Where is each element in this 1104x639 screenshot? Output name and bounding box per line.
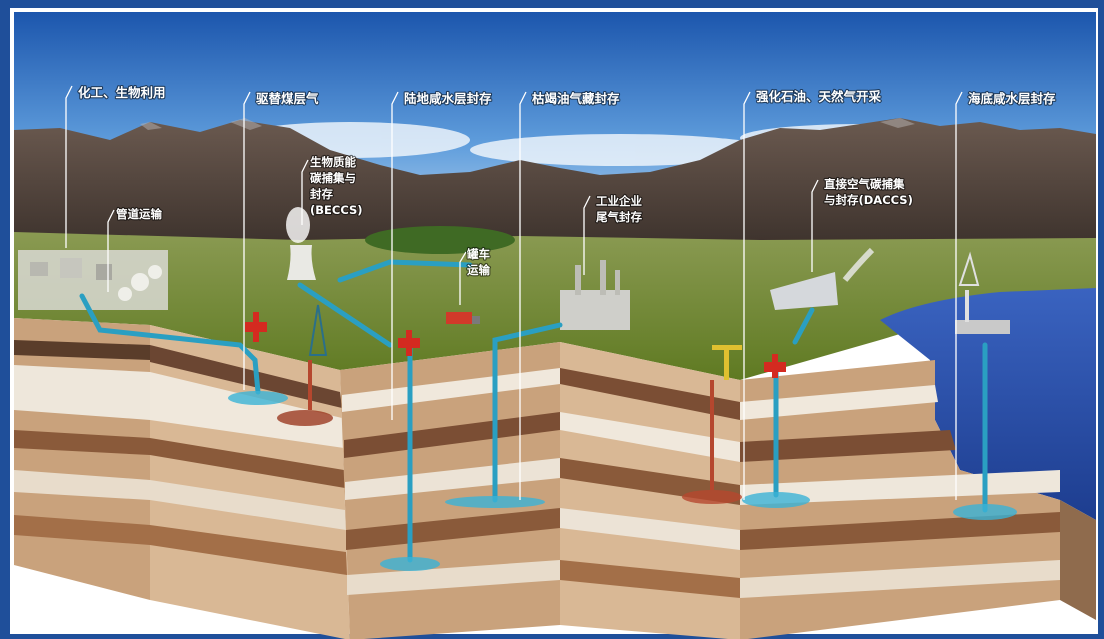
label-depleted-oil-gas: 枯竭油气藏封存 bbox=[532, 91, 620, 106]
sea bbox=[880, 288, 1096, 520]
offshore-platform bbox=[955, 251, 1010, 334]
wellheads bbox=[245, 312, 786, 378]
label-beccs-2: 碳捕集与 bbox=[310, 171, 356, 185]
pumpjack bbox=[712, 345, 742, 380]
production-pipes bbox=[308, 360, 714, 490]
label-chemical-bio-use: 化工、生物利用 bbox=[78, 85, 166, 100]
label-daccs-2: 与封存(DACCS) bbox=[824, 193, 913, 207]
chemical-plant bbox=[18, 250, 168, 310]
label-eor-egr: 强化石油、天然气开采 bbox=[756, 89, 882, 104]
daccs-unit bbox=[770, 247, 875, 310]
label-offshore-saline: 海底咸水层封存 bbox=[968, 91, 1056, 106]
label-daccs-1: 直接空气碳捕集 bbox=[824, 177, 905, 191]
label-industrial-2: 尾气封存 bbox=[595, 210, 642, 224]
mountain-range bbox=[14, 118, 1096, 240]
label-beccs-3: 封存 bbox=[310, 187, 333, 201]
label-tanker-1: 罐车 bbox=[466, 247, 490, 261]
tree-grove bbox=[365, 226, 515, 254]
label-industrial-1: 工业企业 bbox=[596, 194, 642, 208]
label-onshore-saline: 陆地咸水层封存 bbox=[404, 91, 492, 106]
tanker-truck bbox=[446, 312, 480, 324]
label-pipeline: 管道运输 bbox=[116, 207, 162, 221]
industrial-plant bbox=[560, 260, 630, 330]
label-beccs-1: 生物质能 bbox=[310, 155, 356, 169]
label-beccs-4: (BECCS) bbox=[310, 203, 363, 217]
label-ecbm: 驱替煤层气 bbox=[256, 91, 319, 106]
callout-lines bbox=[65, 85, 963, 500]
grassland bbox=[14, 232, 1096, 380]
geology-block bbox=[14, 318, 1096, 639]
co2-pipelines bbox=[79, 259, 988, 563]
oil-derrick bbox=[308, 304, 328, 356]
label-tanker-2: 运输 bbox=[467, 263, 490, 277]
beccs-plant bbox=[286, 207, 316, 280]
